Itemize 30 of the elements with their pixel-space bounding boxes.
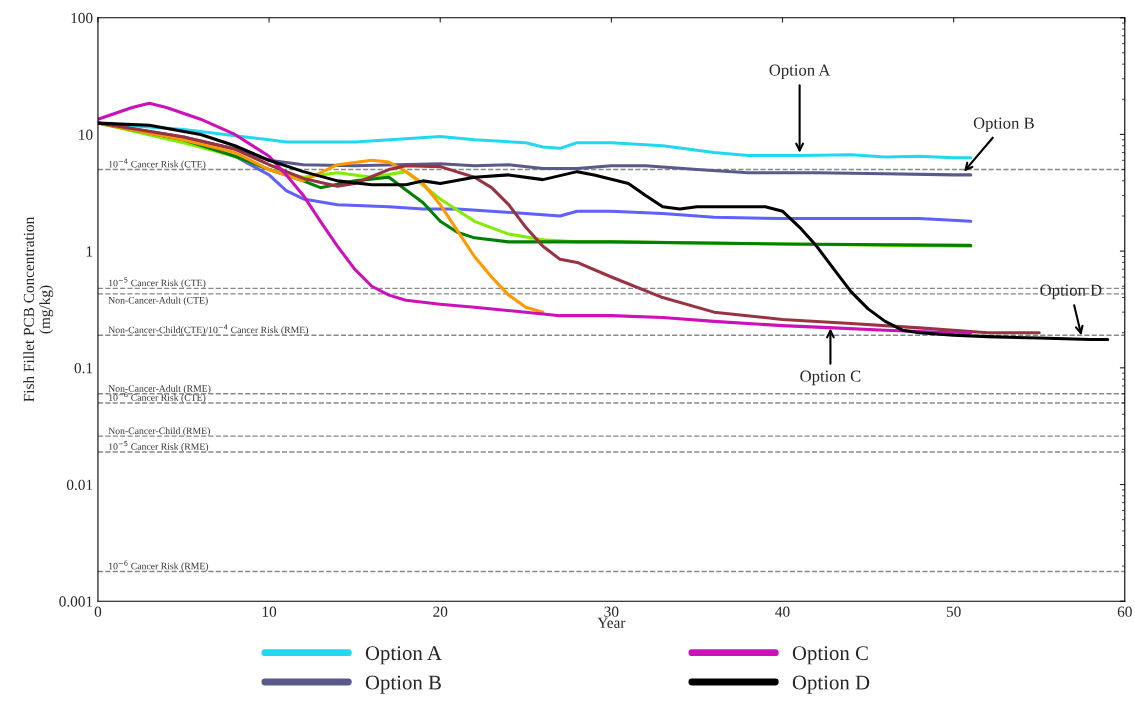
y-axis-title: Fish Fillet PCB Concentration (mg/kg): [23, 216, 54, 402]
ref-line-label: 10$^{−5}$ Cancer Risk (CTE): [109, 277, 206, 289]
y-tick-label: 0.1: [74, 362, 93, 374]
ref-line-label: 10$^{−4}$ Cancer Risk (CTE): [109, 158, 206, 170]
x-tick-label: 10: [262, 606, 277, 617]
annotation: Option B: [973, 117, 1034, 133]
x-tick-label: 50: [946, 606, 961, 617]
annotation: Option D: [1040, 284, 1102, 300]
ref-line-label: Non-Cancer-Adult (CTE): [108, 296, 208, 306]
x-tick-label: 60: [1117, 606, 1132, 617]
y-tick-label: 0.01: [66, 479, 93, 491]
y-tick-label: 1: [86, 246, 93, 257]
y-tick-label: 10: [79, 129, 93, 140]
ref-line-label: Non-Cancer-Child (RME): [108, 427, 210, 437]
ref-line-label: Non-Cancer-Child(CTE)/10$^{−4}$ Cancer Risk (RME): [108, 324, 308, 336]
legend-label: Option D: [792, 675, 870, 694]
x-axis-title: Year: [597, 617, 626, 628]
x-tick-label: 20: [433, 606, 448, 617]
annotation: Option C: [800, 370, 861, 386]
legend-label: Option A: [365, 646, 442, 665]
y-tick-label: 0.001: [59, 596, 93, 607]
annotation: Option A: [769, 64, 831, 80]
x-tick-label: 30: [604, 606, 619, 617]
legend-label: Option C: [792, 646, 868, 665]
x-tick-label: 0: [94, 606, 102, 617]
y-tick-label: 100: [71, 12, 93, 24]
x-tick-label: 40: [775, 606, 790, 617]
legend-label: Option B: [365, 675, 441, 694]
ref-line-label: 10$^{−5}$ Cancer Risk (RME): [109, 441, 209, 452]
ref-line-label: 10$^{−6}$ Cancer Risk (RME): [109, 560, 209, 572]
